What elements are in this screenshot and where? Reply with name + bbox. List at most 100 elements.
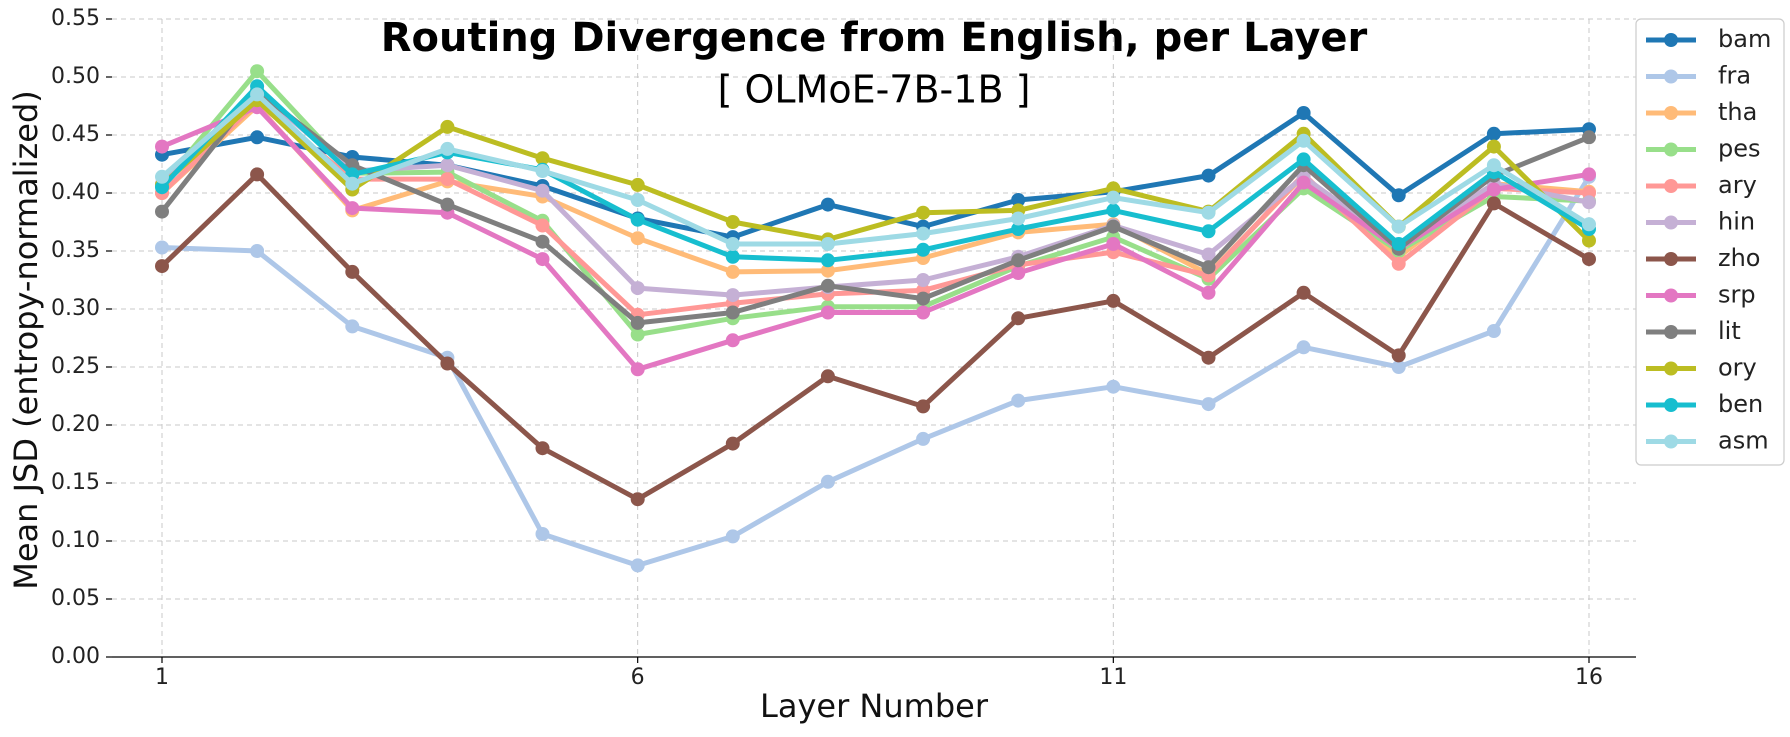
data-point-zho <box>820 369 835 384</box>
chart-title: Routing Divergence from English, per Lay… <box>381 15 1368 61</box>
y-tick-label: 0.10 <box>51 528 100 553</box>
y-tick-label: 0.00 <box>51 644 100 669</box>
legend-label: zho <box>1718 244 1761 272</box>
data-point-ory <box>1486 139 1501 154</box>
legend-swatch-marker <box>1664 215 1678 230</box>
data-point-srp <box>1201 285 1216 300</box>
legend-label: hin <box>1718 208 1755 236</box>
x-axis-label: Layer Number <box>760 687 989 725</box>
legend-item-srp: srp <box>1646 281 1756 309</box>
data-point-bam <box>1011 193 1026 207</box>
legend-label: asm <box>1718 427 1769 455</box>
data-point-asm <box>1391 219 1406 234</box>
x-ticks: 1 6 11 16 <box>155 657 1603 690</box>
data-point-ben <box>1296 152 1311 167</box>
data-point-fra <box>1011 393 1026 408</box>
data-point-bam <box>1486 126 1501 141</box>
legend: bam fra tha pes ary hin zho srp lit ory ben asm <box>1635 18 1785 466</box>
data-point-srp <box>630 362 645 377</box>
series-line-srp <box>159 104 1592 372</box>
data-point-zho <box>630 492 645 507</box>
legend-item-bam: bam <box>1646 25 1771 53</box>
data-point-fra <box>1391 360 1406 374</box>
data-point-ory <box>916 205 931 220</box>
data-point-bam <box>1201 168 1216 183</box>
series-line-fra <box>159 174 1592 568</box>
data-point-asm <box>820 237 835 251</box>
data-point-bam <box>820 197 835 212</box>
data-point-zho <box>1582 252 1596 267</box>
data-point-hin <box>725 288 740 303</box>
data-point-lit <box>1201 260 1216 275</box>
data-point-bam <box>1391 188 1406 203</box>
legend-swatch-marker <box>1664 252 1678 266</box>
data-point-lit <box>820 278 835 293</box>
legend-item-asm: asm <box>1646 427 1769 455</box>
legend-label: pes <box>1718 135 1761 163</box>
y-axis-label: Mean JSD (entropy-normalized) <box>7 90 45 589</box>
data-point-asm <box>1486 158 1501 173</box>
data-point-zho <box>1486 196 1501 211</box>
data-point-srp <box>725 333 740 348</box>
data-point-zho <box>440 356 455 371</box>
series-line-ben <box>159 83 1592 263</box>
data-point-asm <box>1582 217 1596 232</box>
legend-swatch-marker <box>1664 179 1678 193</box>
legend-label: tha <box>1718 98 1757 126</box>
data-point-asm <box>345 176 360 191</box>
data-point-hin <box>1582 195 1596 210</box>
series-hin <box>155 83 1596 303</box>
series-zho <box>155 167 1596 507</box>
data-point-zho <box>725 436 740 451</box>
legend-label: srp <box>1718 281 1756 309</box>
series-line-lit <box>159 88 1592 326</box>
data-point-zho <box>916 399 931 414</box>
data-point-fra <box>916 431 931 446</box>
y-tick-label: 0.30 <box>51 296 100 321</box>
data-point-asm <box>630 193 645 207</box>
series-fra <box>155 169 1596 573</box>
legend-label: lit <box>1718 317 1741 345</box>
data-point-ary <box>440 172 455 187</box>
data-point-hin <box>535 183 550 198</box>
y-tick-label: 0.45 <box>51 122 100 147</box>
data-point-asm <box>725 237 740 251</box>
x-tick-label: 1 <box>155 665 169 690</box>
data-point-fra <box>345 319 360 334</box>
data-point-ary <box>1391 256 1406 271</box>
legend-item-ben: ben <box>1646 390 1763 418</box>
data-point-srp <box>155 139 169 154</box>
data-point-pes <box>630 327 645 342</box>
data-point-srp <box>535 252 550 267</box>
y-tick-label: 0.35 <box>51 238 100 263</box>
data-point-lit <box>1106 219 1121 234</box>
data-point-fra <box>725 529 740 544</box>
data-point-asm <box>1201 205 1216 220</box>
x-tick-label: 16 <box>1575 665 1603 690</box>
data-point-ory <box>535 151 550 166</box>
legend-frame <box>1635 18 1785 466</box>
legend-label: ory <box>1718 354 1757 382</box>
data-point-lit <box>916 291 931 306</box>
data-point-srp <box>345 201 360 216</box>
data-point-fra <box>820 474 835 489</box>
data-point-zho <box>155 259 169 274</box>
data-point-ben <box>1201 224 1216 239</box>
data-point-asm <box>1106 190 1121 205</box>
data-point-hin <box>630 281 645 296</box>
data-point-zho <box>1201 350 1216 365</box>
data-point-fra <box>630 558 645 573</box>
data-point-lit <box>1011 253 1026 268</box>
data-point-lit <box>725 305 740 320</box>
data-point-ory <box>630 177 645 192</box>
series-lines <box>155 64 1596 573</box>
data-point-ben <box>725 249 740 264</box>
y-tick-label: 0.50 <box>51 64 100 89</box>
legend-label: ben <box>1718 390 1763 418</box>
data-point-zho <box>1296 285 1311 300</box>
legend-item-pes: pes <box>1646 135 1761 163</box>
data-point-srp <box>1486 182 1501 197</box>
data-point-fra <box>1201 397 1216 412</box>
data-point-bam <box>1296 106 1311 120</box>
